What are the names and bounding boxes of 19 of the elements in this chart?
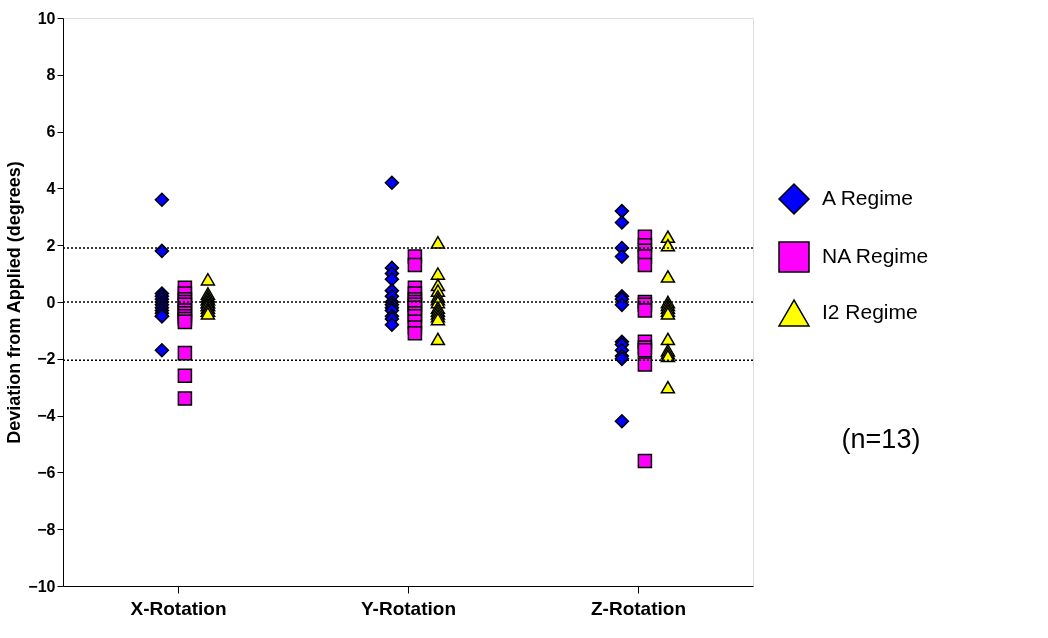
- legend-label: I2 Regime: [822, 300, 918, 323]
- y-tick-label: 4: [46, 179, 56, 197]
- y-tick-label: −6: [37, 463, 56, 481]
- y-tick-label: −8: [37, 520, 56, 538]
- text: (n=13): [841, 424, 921, 454]
- y-tick-label: 6: [46, 123, 56, 141]
- y-tick-label: 2: [46, 236, 56, 254]
- y-tick-label: −10: [28, 577, 56, 595]
- legend-label: NA Regime: [822, 244, 929, 267]
- x-tick-label: Z-Rotation: [591, 597, 686, 619]
- y-tick-label: −4: [37, 407, 56, 425]
- y-tick-label: −2: [37, 350, 56, 368]
- y-tick-label: 8: [46, 66, 56, 84]
- legend-label: A Regime: [822, 186, 914, 209]
- y-axis-title: Deviation from Applied (degrees): [4, 161, 25, 444]
- y-tick-label: 10: [37, 9, 56, 27]
- x-tick-label: Y-Rotation: [361, 597, 456, 619]
- x-tick-label: X-Rotation: [130, 597, 227, 619]
- y-tick-label: 0: [46, 293, 56, 311]
